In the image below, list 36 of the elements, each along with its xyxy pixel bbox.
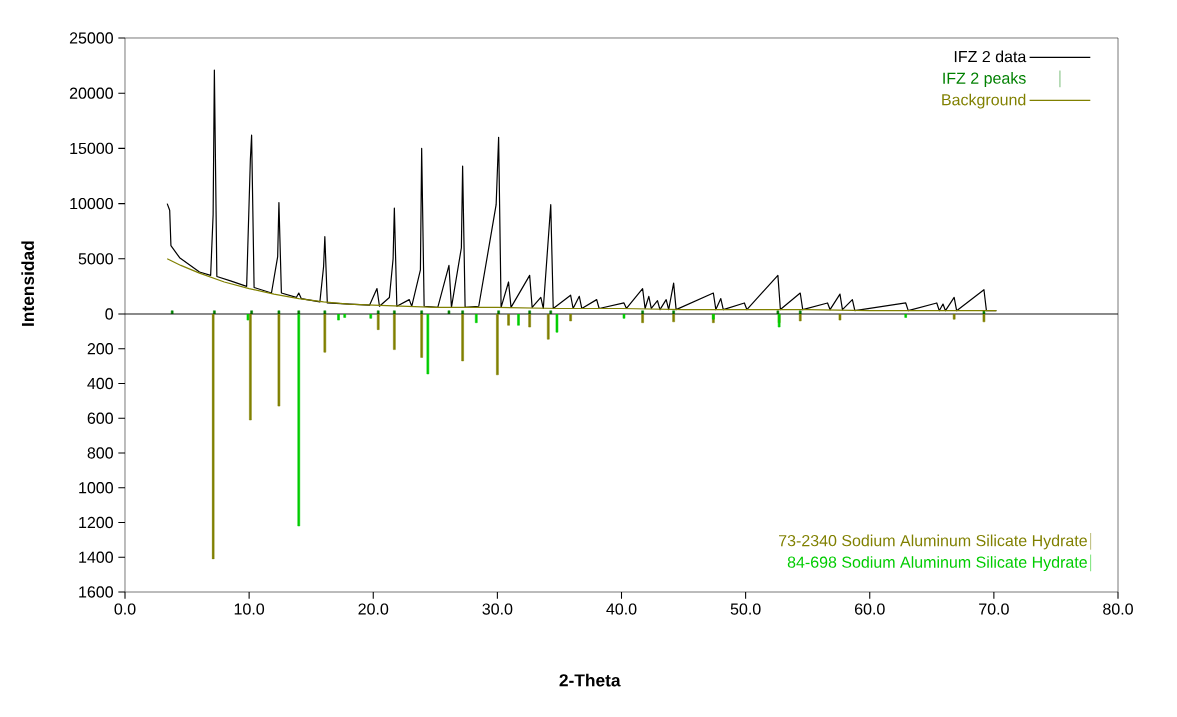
legend-label: 84-698 Sodium Aluminum Silicate Hydrate xyxy=(787,556,1087,572)
legend-label: IFZ 2 peaks xyxy=(943,72,1026,88)
y-tick-label: 1200 xyxy=(79,516,113,529)
x-tick-label: 70.0 xyxy=(979,603,1009,615)
legend-label: IFZ 2 data xyxy=(954,50,1027,63)
y-tick-label: 20000 xyxy=(69,87,113,99)
y-tick-label: 15000 xyxy=(70,142,113,155)
bar xyxy=(777,314,781,328)
x-tick-label: 10.0 xyxy=(234,603,265,615)
y-tick-label: 1000 xyxy=(79,482,113,494)
x-axis-title: 2-Theta xyxy=(559,673,621,687)
y-tick-label: 5000 xyxy=(78,253,113,265)
bar xyxy=(904,314,908,318)
y-tick-label: 600 xyxy=(87,412,113,424)
bar xyxy=(517,314,520,326)
y-tick-label: 800 xyxy=(87,447,113,459)
legend-label: Background xyxy=(942,93,1026,109)
y-axis-title: Intensidad xyxy=(21,241,35,326)
legend-label: 73-2340 Sodium Aluminum Silicate Hydrate xyxy=(779,534,1087,550)
x-tick-label: 40.0 xyxy=(606,603,637,615)
y-tick-label: 1400 xyxy=(79,551,113,563)
x-tick-label: 60.0 xyxy=(855,603,885,615)
y-tick-label: 200 xyxy=(87,343,113,355)
x-tick-label: 30.0 xyxy=(482,603,513,615)
y-tick-label: 25000 xyxy=(69,32,113,44)
y-tick-label: 400 xyxy=(87,377,113,390)
x-tick-label: 80.0 xyxy=(1103,603,1133,615)
y-tick-label: 10000 xyxy=(70,197,113,210)
bar xyxy=(369,314,373,319)
bar xyxy=(555,314,559,333)
bar xyxy=(343,314,346,318)
y-tick-label: 0 xyxy=(105,308,114,320)
y-tick-label: 1600 xyxy=(79,586,113,598)
x-tick-label: 0.0 xyxy=(114,603,136,615)
x-tick-label: 50.0 xyxy=(730,603,761,615)
x-tick-label: 20.0 xyxy=(358,603,389,615)
